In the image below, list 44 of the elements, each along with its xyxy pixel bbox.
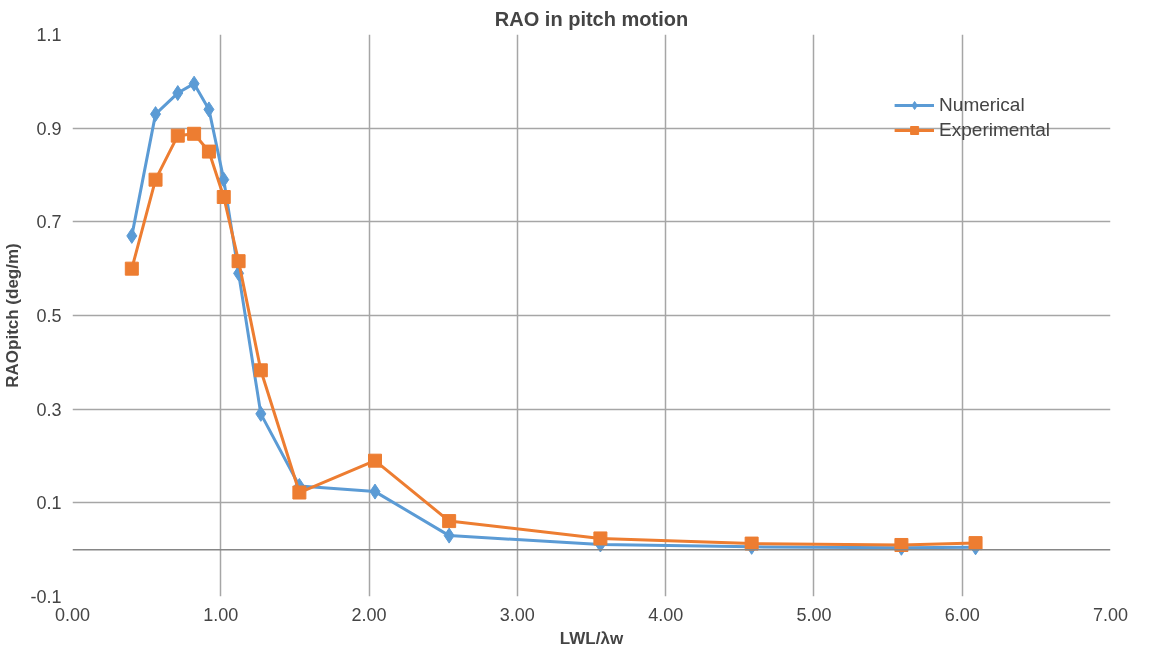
y-tick-label: 0.9 <box>36 118 62 139</box>
x-tick-label: 7.00 <box>1092 604 1129 625</box>
y-tick-label: -0.1 <box>30 587 62 607</box>
y-tick-label: 0.7 <box>36 212 62 233</box>
x-tick-label: 6.00 <box>944 604 980 625</box>
point <box>231 254 246 269</box>
y-tick-label: 0.3 <box>36 399 62 420</box>
point <box>201 144 216 159</box>
y-tick-label: 0.1 <box>36 493 62 514</box>
point <box>187 126 202 141</box>
x-tick-label: 0.00 <box>54 604 91 625</box>
point <box>218 171 230 188</box>
point <box>188 75 200 92</box>
chart-title: RAO in pitch motion <box>494 7 689 30</box>
point <box>968 536 983 551</box>
point <box>744 536 759 551</box>
point <box>255 405 267 422</box>
point <box>170 128 185 143</box>
point <box>442 514 457 529</box>
point <box>369 483 381 500</box>
point <box>150 106 162 123</box>
point <box>253 363 268 378</box>
point <box>172 85 184 102</box>
y-tick-label: 0.5 <box>36 306 62 326</box>
point <box>216 190 231 205</box>
x-tick-label: 1.00 <box>203 604 239 625</box>
legend-label: Numerical <box>939 94 1025 116</box>
point <box>148 172 163 187</box>
legend-label: Experimental <box>939 119 1050 141</box>
x-tick-label: 2.00 <box>351 604 387 625</box>
y-tick-label: 1.1 <box>36 25 62 45</box>
x-axis-title: LWL/λw <box>559 628 624 648</box>
point <box>126 227 138 244</box>
point <box>368 453 382 468</box>
point <box>292 485 307 500</box>
y-axis-title: RAOpitch (deg/m) <box>3 243 23 388</box>
point <box>593 531 608 546</box>
point <box>894 537 909 552</box>
x-tick-label: 5.00 <box>796 604 832 625</box>
x-tick-label: 4.00 <box>648 604 684 625</box>
point <box>443 527 455 544</box>
point <box>203 101 215 118</box>
point <box>124 261 139 276</box>
x-tick-label: 3.00 <box>499 604 535 625</box>
